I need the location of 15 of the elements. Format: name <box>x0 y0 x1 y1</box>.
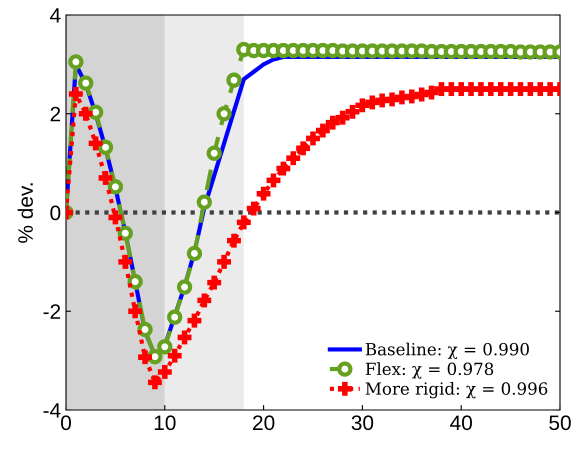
y-tick-label: -4 <box>44 403 61 418</box>
x-tick-label: 50 <box>549 415 571 430</box>
x-tick-label: 40 <box>450 415 472 430</box>
x-tick-label: 0 <box>61 415 71 430</box>
legend-label: Flex: χ = 0.978 <box>366 362 494 379</box>
y-tick-label: 2 <box>50 106 60 122</box>
y-tick-label: 0 <box>50 206 60 220</box>
legend-label: Baseline: χ = 0.990 <box>366 342 529 359</box>
x-tick-label: 20 <box>253 415 274 430</box>
legend-label: More rigid: χ = 0.996 <box>366 382 548 398</box>
y-axis-title: % dev. <box>18 183 33 243</box>
x-tick-label: 30 <box>352 415 374 430</box>
x-tick-label: 10 <box>154 415 176 430</box>
y-tick-label: -2 <box>44 304 60 319</box>
y-tick-label: 4 <box>50 8 61 23</box>
